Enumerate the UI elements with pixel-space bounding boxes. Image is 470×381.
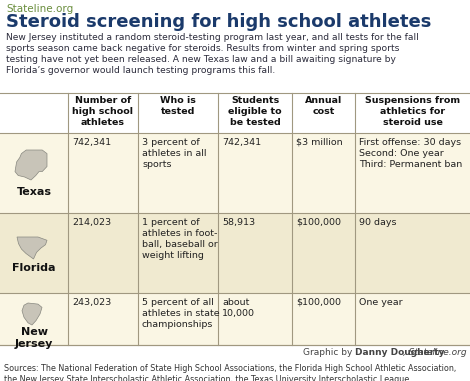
Bar: [0, 213, 470, 293]
Text: $3 million: $3 million: [296, 138, 343, 147]
Text: 58,913: 58,913: [222, 218, 255, 227]
Text: 214,023: 214,023: [72, 218, 111, 227]
Text: 1 percent of
athletes in foot-
ball, baseball or
weight lifting: 1 percent of athletes in foot- ball, bas…: [142, 218, 218, 260]
Bar: [0, 93, 470, 133]
Text: New Jersey instituted a random steroid-testing program last year, and all tests : New Jersey instituted a random steroid-t…: [6, 33, 419, 75]
Text: Steroid screening for high school athletes: Steroid screening for high school athlet…: [6, 13, 431, 31]
Bar: [0, 0, 470, 93]
Bar: [0, 362, 470, 381]
Polygon shape: [15, 150, 47, 180]
Text: 90 days: 90 days: [359, 218, 397, 227]
Text: Annual
cost: Annual cost: [305, 96, 342, 116]
Text: 742,341: 742,341: [222, 138, 261, 147]
Text: Texas: Texas: [16, 187, 52, 197]
Text: Danny Dougherty: Danny Dougherty: [355, 348, 445, 357]
Text: Students
eligible to
be tested: Students eligible to be tested: [228, 96, 282, 127]
Text: One year: One year: [359, 298, 403, 307]
Text: Number of
high school
athletes: Number of high school athletes: [72, 96, 133, 127]
Text: Stateline.org: Stateline.org: [6, 4, 73, 14]
Text: Sources: The National Federation of State High School Associations, the Florida : Sources: The National Federation of Stat…: [4, 364, 456, 381]
Text: Florida: Florida: [12, 263, 56, 273]
Bar: [0, 133, 470, 213]
Text: $100,000: $100,000: [296, 298, 341, 307]
Bar: [0, 293, 470, 345]
Text: 742,341: 742,341: [72, 138, 111, 147]
Text: Who is
tested: Who is tested: [160, 96, 196, 116]
Bar: [0, 362, 470, 381]
Text: First offense: 30 days
Second: One year
Third: Permanent ban: First offense: 30 days Second: One year …: [359, 138, 462, 169]
Text: 3 percent of
athletes in all
sports: 3 percent of athletes in all sports: [142, 138, 206, 169]
Text: New
Jersey: New Jersey: [15, 327, 53, 349]
Polygon shape: [17, 237, 47, 259]
Polygon shape: [22, 303, 42, 325]
Text: 243,023: 243,023: [72, 298, 111, 307]
Text: $100,000: $100,000: [296, 218, 341, 227]
Text: , Stateline.org: , Stateline.org: [403, 348, 467, 357]
Text: Graphic by: Graphic by: [303, 348, 355, 357]
Text: Suspensions from
athletics for
steroid use: Suspensions from athletics for steroid u…: [365, 96, 460, 127]
Bar: [0, 345, 470, 381]
Text: about
10,000: about 10,000: [222, 298, 255, 318]
Text: 5 percent of all
athletes in state
championships: 5 percent of all athletes in state champ…: [142, 298, 219, 329]
